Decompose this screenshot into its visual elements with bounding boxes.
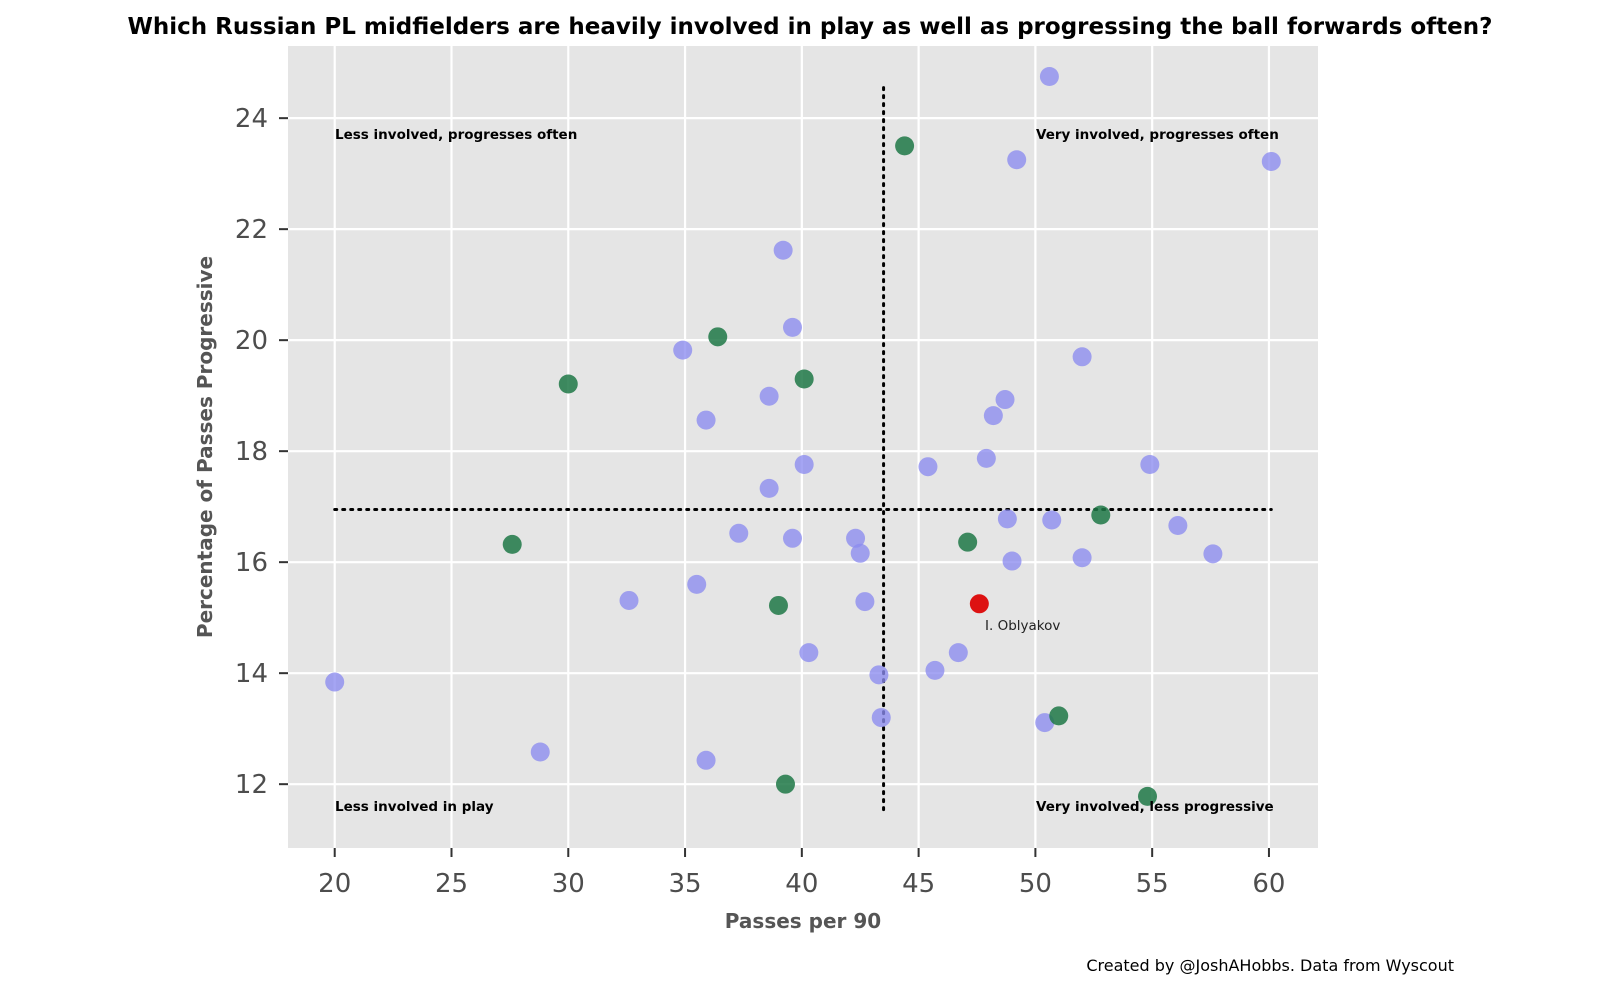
player-point [871,708,891,728]
x-tick-label: 40 [785,869,818,899]
x-tick-label: 45 [902,869,935,899]
group-player-point [768,595,788,615]
highlight-player-label: I. Oblyakov [985,618,1060,634]
player-point [1168,516,1188,536]
y-tick-label: 14 [235,659,268,689]
player-point [869,665,889,685]
player-point [696,750,716,770]
credit-text: Created by @JoshAHobbs. Data from Wyscou… [1086,956,1454,975]
x-tick-label: 55 [1136,869,1169,899]
player-point [673,340,693,360]
player-point [687,574,707,594]
player-point [850,543,870,563]
x-tick-label: 30 [552,869,585,899]
reference-lines [333,86,1273,814]
x-tick-label: 60 [1252,869,1285,899]
player-point [1072,347,1092,367]
player-point [325,672,345,692]
player-point [782,528,802,548]
player-point [729,523,749,543]
player-point [976,448,996,468]
player-point [995,390,1015,410]
y-tick-label: 18 [235,437,268,467]
player-point [1140,454,1160,474]
player-point [619,590,639,610]
player-point [1203,544,1223,564]
player-point [773,240,793,260]
quadrant-label-bottom-left: Less involved in play [335,799,494,815]
player-point [918,457,938,477]
y-tick-label: 16 [235,548,268,578]
player-point [759,478,779,498]
x-tick-label: 20 [318,869,351,899]
player-point [997,509,1017,529]
y-tick-label: 12 [235,770,268,800]
group-player-point [775,774,795,794]
x-axis-label: Passes per 90 [725,909,881,933]
group-player-point [958,532,978,552]
y-tick-label: 22 [235,215,268,245]
player-point [925,660,945,680]
player-point [948,643,968,663]
y-tick-label: 24 [235,104,268,134]
player-point [1072,548,1092,568]
y-tick-label: 20 [235,326,268,356]
player-point [696,410,716,430]
player-point [983,406,1003,426]
player-point [846,528,866,548]
axis-ticks: 20 25 30 35 40 45 50 55 60 12 14 16 18 20 22 24 [235,104,1286,899]
player-point [855,592,875,612]
player-point [794,454,814,474]
scatter-points [325,67,1281,806]
player-point [1002,551,1022,571]
highlight-player-point [969,594,989,614]
quadrant-label-top-right: Very involved, progresses often [1036,127,1279,143]
player-point [1042,510,1062,530]
group-player-point [502,534,522,554]
player-point [1261,151,1281,171]
player-point [799,643,819,663]
group-player-point [1138,786,1158,806]
x-tick-label: 35 [669,869,702,899]
player-point [1007,150,1027,170]
group-player-point [558,374,578,394]
chart-title: Which Russian PL midfielders are heavily… [128,14,1493,40]
quadrant-label-top-left: Less involved, progresses often [335,127,577,143]
group-player-point [895,136,915,156]
group-player-point [1049,706,1069,726]
group-player-point [1091,505,1111,525]
player-point [1039,67,1059,87]
quadrant-label-bottom-right: Very involved, less progressive [1036,799,1274,815]
grid-lines [288,46,1318,848]
player-point [759,386,779,406]
player-point [782,317,802,337]
x-tick-label: 50 [1019,869,1052,899]
group-player-point [708,327,728,347]
x-tick-label: 25 [435,869,468,899]
player-point [530,742,550,762]
plot-panel [288,46,1318,848]
y-axis-label: Percentage of Passes Progressive [193,256,217,638]
group-player-point [794,369,814,389]
